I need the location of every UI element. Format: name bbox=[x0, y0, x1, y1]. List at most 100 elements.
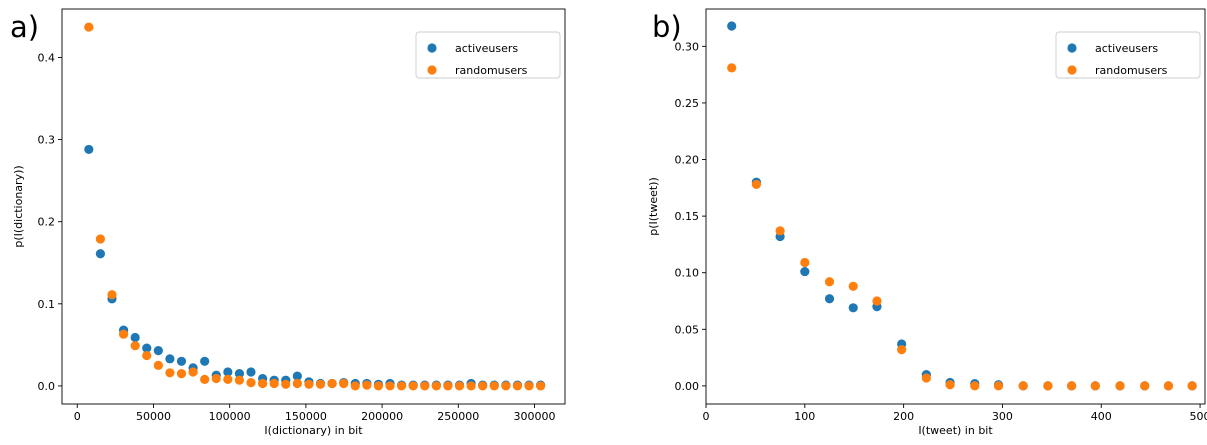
data-point-activeusers bbox=[824, 294, 835, 304]
data-point-randomusers bbox=[176, 369, 187, 379]
legend-marker-activeusers bbox=[427, 43, 437, 53]
x-tick-label: 0 bbox=[74, 410, 81, 423]
data-point-randomusers bbox=[501, 381, 511, 391]
data-point-randomusers bbox=[281, 379, 291, 389]
y-tick-label: 0.30 bbox=[675, 40, 700, 53]
data-point-activeusers bbox=[292, 371, 302, 381]
y-tick-label: 0.15 bbox=[675, 210, 700, 223]
y-tick-label: 0.1 bbox=[38, 298, 56, 311]
legend-box bbox=[415, 31, 561, 79]
x-tick-label: 400 bbox=[1091, 410, 1112, 423]
legend: activeusers randomusers bbox=[415, 31, 561, 79]
data-point-randomusers bbox=[751, 179, 761, 190]
x-tick-label: 250000 bbox=[437, 410, 479, 423]
y-tick-label: 0.05 bbox=[675, 323, 700, 336]
data-point-activeusers bbox=[800, 266, 810, 277]
data-point-randomusers bbox=[466, 381, 476, 391]
legend-label: randomusers bbox=[455, 64, 528, 77]
data-point-randomusers bbox=[397, 381, 407, 391]
x-tick-label: 500 bbox=[1190, 410, 1207, 423]
data-point-randomusers bbox=[921, 373, 931, 383]
data-point-randomusers bbox=[142, 350, 152, 361]
data-point-randomusers bbox=[130, 341, 140, 351]
data-point-randomusers bbox=[897, 345, 907, 355]
data-point-activeusers bbox=[200, 356, 210, 366]
data-point-randomusers bbox=[536, 381, 546, 391]
data-point-activeusers bbox=[727, 21, 737, 31]
data-point-randomusers bbox=[315, 379, 326, 389]
data-point-randomusers bbox=[1018, 381, 1028, 391]
data-point-randomusers bbox=[1115, 381, 1125, 391]
x-tick-label: 300 bbox=[992, 410, 1013, 423]
data-point-randomusers bbox=[246, 378, 256, 388]
data-point-randomusers bbox=[200, 374, 210, 384]
data-point-randomusers bbox=[848, 281, 858, 291]
data-point-activeusers bbox=[84, 144, 94, 155]
y-tick-label: 0.25 bbox=[675, 97, 700, 110]
data-point-randomusers bbox=[153, 360, 163, 371]
data-point-randomusers bbox=[524, 381, 534, 391]
x-tick-label: 100 bbox=[794, 410, 815, 423]
data-point-activeusers bbox=[95, 249, 106, 259]
x-tick-label: 150000 bbox=[285, 410, 327, 423]
data-point-randomusers bbox=[269, 378, 279, 389]
data-point-activeusers bbox=[234, 369, 245, 379]
data-point-randomusers bbox=[489, 381, 499, 391]
data-point-activeusers bbox=[246, 367, 256, 377]
x-tick-label: 200000 bbox=[361, 410, 403, 423]
data-point-randomusers bbox=[373, 381, 384, 391]
data-point-randomusers bbox=[327, 378, 337, 389]
data-point-randomusers bbox=[970, 381, 980, 391]
data-point-randomusers bbox=[107, 290, 117, 300]
data-point-activeusers bbox=[176, 356, 187, 366]
data-point-randomusers bbox=[292, 378, 302, 389]
data-point-randomusers bbox=[945, 380, 955, 390]
data-point-randomusers bbox=[84, 22, 94, 32]
data-point-randomusers bbox=[385, 381, 395, 391]
data-point-randomusers bbox=[165, 368, 175, 378]
data-point-randomusers bbox=[993, 381, 1004, 391]
data-point-randomusers bbox=[1163, 381, 1174, 391]
data-point-activeusers bbox=[223, 367, 233, 377]
data-point-randomusers bbox=[223, 374, 233, 384]
legend-box bbox=[1055, 31, 1201, 79]
data-point-activeusers bbox=[848, 303, 858, 313]
x-tick-label: 300000 bbox=[514, 410, 556, 423]
y-axis-label: p(I(tweet)) bbox=[647, 177, 660, 236]
data-point-randomusers bbox=[775, 226, 785, 236]
legend-label: activeusers bbox=[455, 42, 518, 55]
panel-label: b) bbox=[652, 10, 682, 44]
data-point-randomusers bbox=[478, 381, 488, 391]
plot-frame bbox=[61, 8, 566, 405]
data-point-randomusers bbox=[1043, 381, 1053, 391]
data-point-randomusers bbox=[1140, 381, 1150, 391]
legend-marker-randomusers bbox=[427, 65, 437, 75]
y-tick-label: 0.20 bbox=[675, 154, 700, 167]
y-axis-label: p(I(dictionary)) bbox=[12, 165, 25, 247]
chart-panel-a: a) 0 50000 100000 150000 200000 250000 300000 0.… bbox=[10, 8, 566, 437]
data-point-randomusers bbox=[1090, 381, 1100, 391]
plot-frame bbox=[705, 8, 1206, 405]
data-point-randomusers bbox=[727, 63, 737, 73]
legend-label: activeusers bbox=[1095, 42, 1158, 55]
data-point-randomusers bbox=[304, 379, 314, 389]
data-point-randomusers bbox=[362, 380, 372, 390]
panel-label: a) bbox=[10, 10, 39, 44]
x-axis-label: I(dictionary) in bit bbox=[264, 424, 363, 437]
data-point-randomusers bbox=[512, 381, 523, 391]
x-tick-label: 50000 bbox=[136, 410, 171, 423]
data-point-randomusers bbox=[188, 367, 198, 377]
data-point-randomusers bbox=[1067, 381, 1077, 391]
x-tick-label: 100000 bbox=[209, 410, 251, 423]
data-point-randomusers bbox=[800, 257, 810, 268]
legend-marker-activeusers bbox=[1067, 43, 1077, 53]
legend-label: randomusers bbox=[1095, 64, 1168, 77]
data-point-randomusers bbox=[234, 375, 245, 385]
data-point-randomusers bbox=[211, 373, 221, 384]
data-point-randomusers bbox=[443, 381, 453, 391]
y-tick-label: 0.0 bbox=[38, 380, 56, 393]
x-axis-label: I(tweet) in bit bbox=[918, 424, 993, 437]
chart-panel-b: b) 0 100 200 300 400 500 0.00 0.05 0.10 0.15 0.20 0.… bbox=[647, 8, 1207, 437]
y-tick-label: 0.00 bbox=[675, 380, 700, 393]
